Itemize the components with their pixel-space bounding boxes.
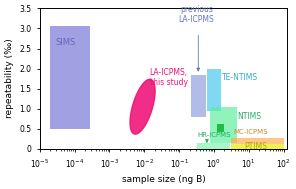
Bar (210, 107, 237, 143)
Bar (231, 138, 284, 144)
Bar (50, 26, 90, 129)
Text: previous
LA-ICPMS: previous LA-ICPMS (179, 5, 214, 24)
Text: TE-NTIMS: TE-NTIMS (222, 73, 258, 82)
Text: SIMS: SIMS (56, 39, 76, 47)
Text: LA-ICPMS,
this study: LA-ICPMS, this study (149, 68, 188, 87)
Text: NTIMS: NTIMS (238, 112, 262, 121)
Text: PTIMS: PTIMS (244, 142, 267, 151)
Text: HR-ICPMS: HR-ICPMS (197, 132, 231, 138)
X-axis label: sample size (ng B): sample size (ng B) (122, 175, 205, 184)
Bar (191, 75, 206, 117)
Bar (231, 144, 284, 149)
Y-axis label: repeatability (‰): repeatability (‰) (5, 39, 14, 119)
Bar (197, 143, 230, 149)
Bar (207, 69, 221, 111)
Bar (217, 124, 224, 132)
Polygon shape (130, 79, 155, 134)
Text: MC-ICPMS: MC-ICPMS (233, 129, 268, 135)
